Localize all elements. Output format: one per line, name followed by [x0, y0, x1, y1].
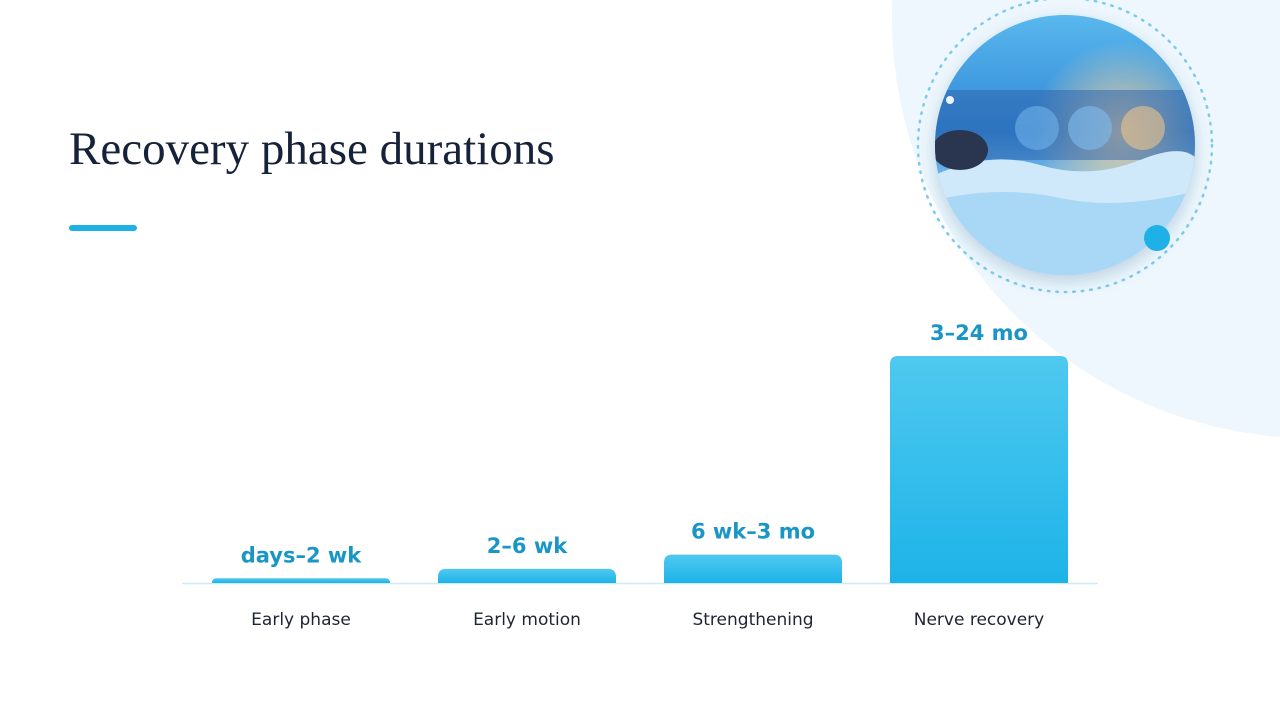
bar: [664, 554, 842, 583]
category-label: Early motion: [473, 610, 581, 630]
value-label: 3–24 mo: [930, 321, 1028, 345]
value-label: days–2 wk: [241, 543, 363, 567]
category-label: Strengthening: [692, 610, 813, 630]
accent-dot: [1144, 225, 1170, 251]
category-label: Nerve recovery: [914, 610, 1044, 630]
bar: [438, 568, 616, 583]
dotted-ring: [916, 0, 1214, 294]
value-label: 2–6 wk: [487, 534, 568, 558]
value-label: 6 wk–3 mo: [691, 520, 815, 544]
chart-title: Recovery phase durations: [69, 123, 555, 175]
bar: [212, 578, 390, 583]
category-label: Early phase: [251, 610, 351, 630]
bar: [890, 356, 1068, 583]
title-accent: [69, 225, 137, 231]
